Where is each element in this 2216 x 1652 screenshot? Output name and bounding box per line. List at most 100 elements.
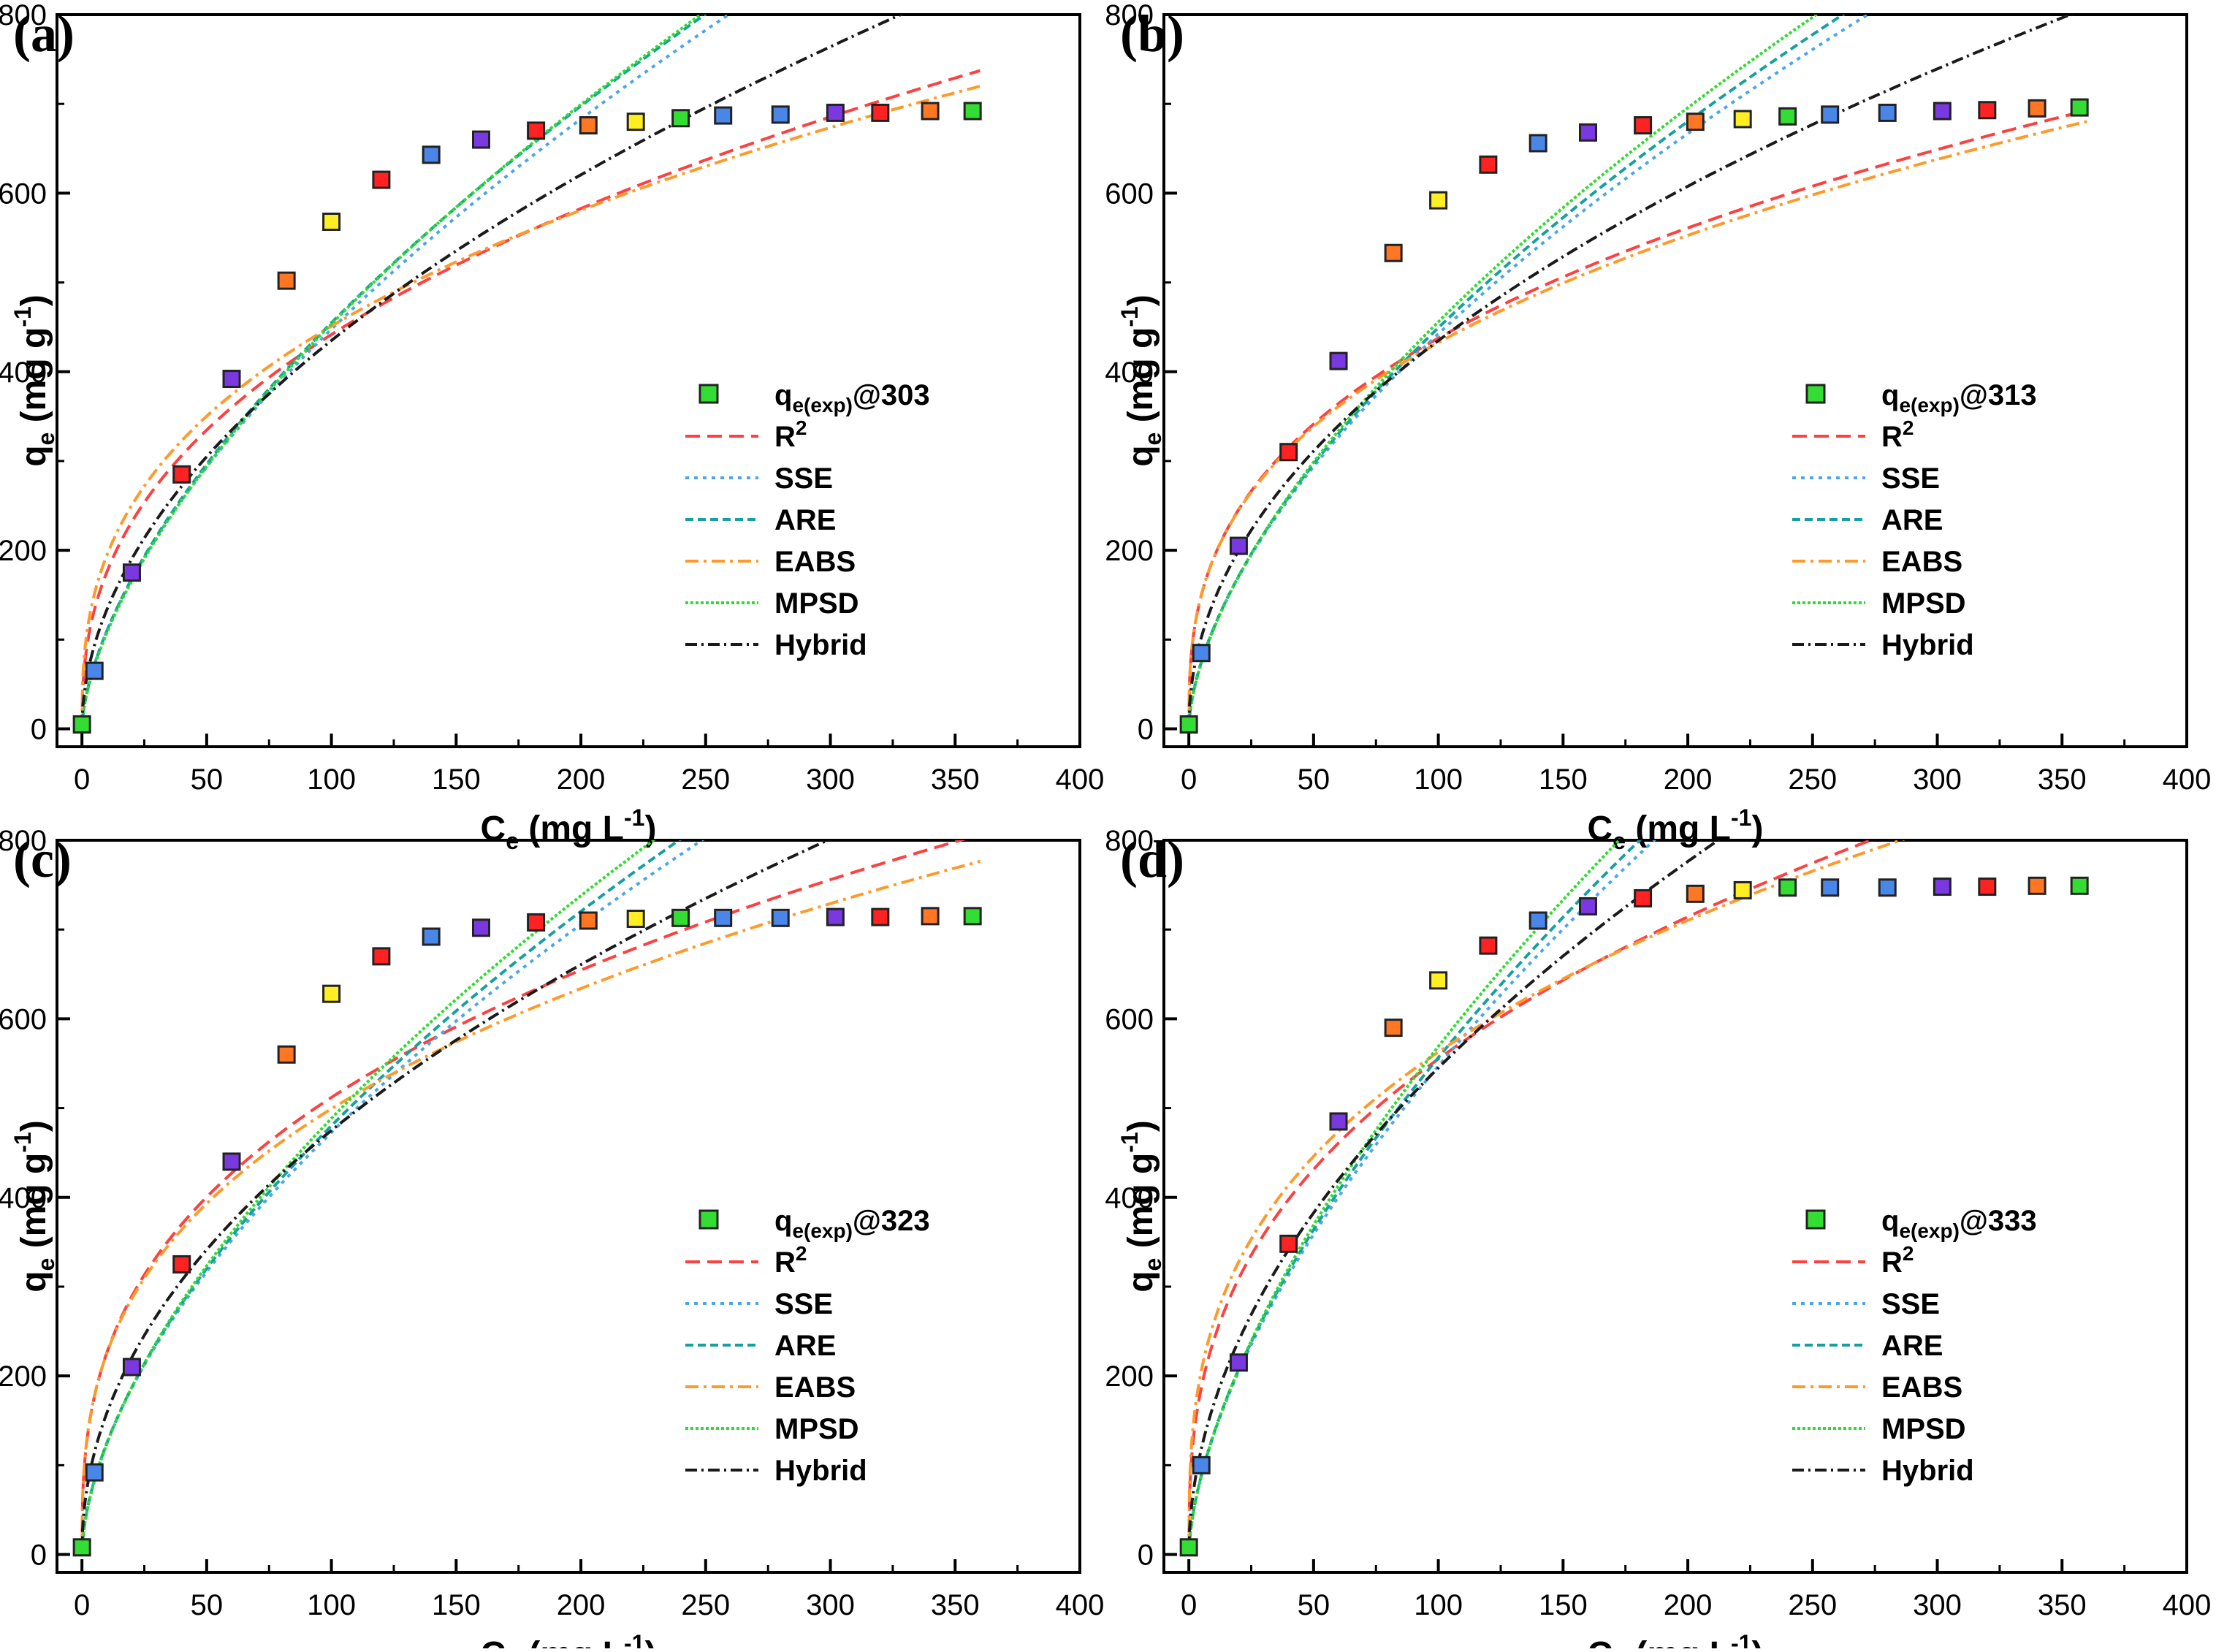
y-axis-label-main: q	[1122, 1271, 1160, 1292]
series-line-eabs	[80, 859, 981, 1555]
legend-points-sub: e(exp)	[792, 1219, 852, 1242]
data-point	[963, 102, 982, 121]
x-axis-label-units: (mg L	[1626, 810, 1731, 848]
series-line-hybrid	[1187, 840, 1721, 1555]
y-tick-label: 600	[1105, 1003, 1154, 1035]
data-point	[1878, 103, 1897, 122]
legend-label-text: Hybrid	[1881, 629, 1974, 661]
legend-label-text: EABS	[774, 1371, 856, 1404]
plot-frame	[1162, 839, 2188, 1574]
legend-label-eabs: EABS	[774, 1371, 856, 1404]
data-point	[671, 109, 690, 128]
legend-label-sse: SSE	[1881, 1288, 1940, 1320]
legend-points-main: q	[1881, 379, 1899, 411]
data-point	[72, 1538, 91, 1557]
y-tick-label: 800	[0, 0, 47, 31]
series-line-mpsd	[1187, 840, 1621, 1555]
legend-marker-points	[698, 384, 719, 404]
data-point	[1528, 134, 1547, 153]
legend-label-are: ARE	[1881, 1330, 1943, 1362]
data-point	[172, 465, 191, 484]
data-point	[527, 121, 546, 140]
x-tick-label: 100	[1414, 764, 1463, 796]
legend-label-sse: SSE	[774, 1288, 833, 1320]
data-point	[85, 1463, 104, 1482]
data-point	[222, 370, 241, 389]
legend-label-text: MPSD	[774, 587, 859, 620]
panel-1: 0 50 100 150 200 250 300 350 400 0 200 400 600 800 Ce …	[0, 0, 1104, 854]
legend-label-text: MPSD	[774, 1413, 859, 1445]
data-point	[771, 105, 790, 124]
data-point	[471, 918, 490, 937]
x-axis-label-units: (mg L	[1626, 1635, 1731, 1648]
legend-label-sse: SSE	[774, 463, 833, 495]
data-point	[1479, 155, 1498, 174]
x-tick-label: 200	[557, 1589, 606, 1621]
data-point	[1933, 878, 1952, 897]
data-point	[921, 907, 940, 926]
legend-points-main: q	[1881, 1205, 1899, 1237]
y-axis-label: qe (mg g-1)	[9, 294, 59, 467]
data-point	[1978, 101, 1997, 120]
y-tick-label: 200	[1105, 1360, 1154, 1393]
plot-frame	[56, 839, 1081, 1574]
legend-label-are: ARE	[774, 504, 836, 536]
legend-label-mpsd: MPSD	[774, 587, 859, 620]
y-tick-label: 600	[0, 1003, 47, 1035]
y-axis-label: qe (mg g-1)	[1116, 294, 1166, 467]
legend-label-sup: 2	[796, 416, 807, 439]
data-point	[1878, 878, 1897, 897]
data-point	[1229, 536, 1248, 555]
x-tick-label: 50	[191, 764, 224, 796]
panel-2: 0 50 100 150 200 250 300 350 4000200400600800Ce …	[1105, 0, 2211, 854]
x-axis-label-sup: -1	[624, 804, 644, 831]
x-tick-label: 250	[681, 1589, 730, 1621]
x-axis-label-main: C	[1588, 1635, 1613, 1648]
y-tick-label: 400	[1105, 357, 1154, 389]
data-point	[122, 563, 141, 582]
x-tick-label: 150	[432, 764, 481, 796]
y-axis-label-main: q	[15, 1271, 53, 1292]
data-point	[372, 170, 391, 189]
data-point	[422, 927, 441, 946]
data-point	[1578, 123, 1597, 142]
x-tick-label: 350	[2038, 1589, 2087, 1621]
y-axis-label-units: (mg g	[15, 1153, 53, 1258]
x-axis-label-units: (mg L	[519, 810, 624, 848]
x-axis-label-main: C	[481, 1635, 506, 1648]
data-point	[1329, 351, 1348, 370]
data-point	[1384, 1019, 1403, 1038]
data-point	[85, 661, 104, 680]
legend-points-main: q	[774, 379, 792, 411]
data-point	[826, 907, 845, 926]
x-tick-label: 400	[2163, 764, 2212, 796]
legend-label-are: ARE	[1881, 504, 1943, 536]
x-axis-label-close: )	[1751, 1635, 1763, 1648]
x-axis-label-close: )	[1751, 810, 1763, 848]
model-curves	[1187, 840, 1905, 1555]
series-line-are	[1187, 840, 1642, 1555]
y-tick-label: 0	[1138, 714, 1154, 746]
series-line-eabs	[1187, 120, 2087, 729]
panel-label: (c)	[13, 830, 72, 888]
x-tick-label: 50	[1298, 1589, 1330, 1621]
x-tick-label: 300	[806, 764, 855, 796]
panel-label: (b)	[1120, 4, 1184, 63]
x-tick-label: 350	[931, 1589, 980, 1621]
x-tick-label: 250	[1788, 1589, 1837, 1621]
legend-label-text: MPSD	[1881, 1413, 1966, 1445]
data-point	[72, 715, 91, 734]
data-point	[527, 913, 546, 932]
legend-label-text: ARE	[774, 504, 836, 536]
model-curves	[80, 840, 981, 1555]
data-point	[1733, 110, 1752, 129]
model-curves	[1187, 15, 2087, 729]
data-point	[2027, 99, 2046, 118]
legend-label-hybrid: Hybrid	[1881, 629, 1974, 661]
y-tick-label: 200	[0, 535, 47, 567]
legend-label-text: ARE	[1881, 504, 1943, 536]
y-axis-label: qe (mg g-1)	[1116, 1120, 1166, 1293]
x-tick-label: 200	[1664, 764, 1713, 796]
